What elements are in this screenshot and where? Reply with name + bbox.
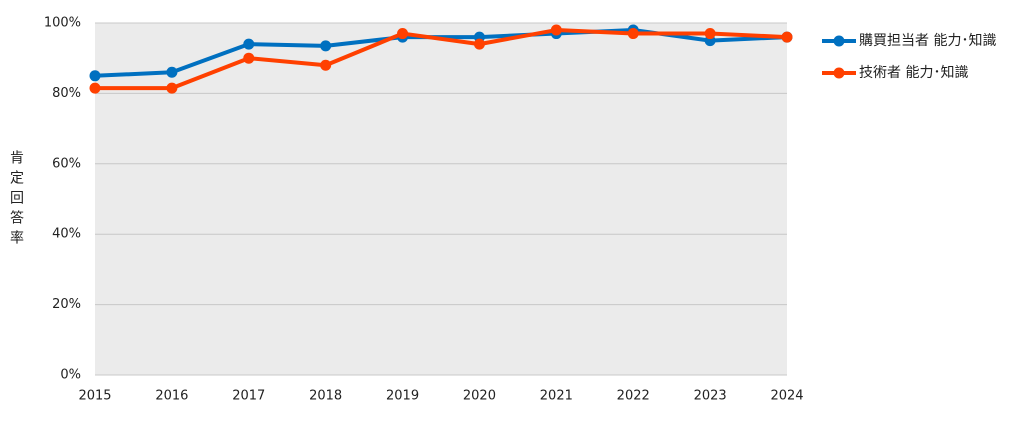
series-marker — [89, 82, 101, 94]
x-tick-label: 2019 — [386, 389, 419, 404]
series-marker — [89, 70, 101, 82]
x-tick-label: 2017 — [232, 389, 265, 404]
x-tick-label: 2023 — [694, 389, 727, 404]
series-marker — [704, 28, 716, 40]
plot-area — [95, 23, 787, 375]
series-marker — [627, 28, 639, 40]
y-tick-label: 60% — [52, 156, 81, 171]
series-marker — [320, 40, 332, 52]
legend-label: 技術者 能力･知識 — [859, 64, 968, 81]
legend-marker — [833, 67, 845, 79]
legend-marker — [833, 35, 845, 47]
series-marker — [397, 28, 409, 40]
series-marker — [166, 82, 178, 94]
series-marker — [320, 59, 332, 71]
series-marker — [473, 38, 485, 50]
y-tick-label: 20% — [52, 297, 81, 312]
y-tick-label: 100% — [44, 16, 81, 31]
y-tick-label: 0% — [60, 368, 81, 383]
x-tick-label: 2024 — [770, 389, 803, 404]
y-tick-label: 40% — [52, 227, 81, 242]
series-marker — [550, 24, 562, 36]
x-tick-label: 2016 — [155, 389, 188, 404]
x-tick-label: 2022 — [617, 389, 650, 404]
y-axis-label: 肯定回答率 — [8, 150, 24, 250]
series-marker — [781, 31, 793, 43]
series-marker — [166, 66, 178, 78]
series-marker — [243, 38, 255, 50]
legend-label: 購買担当者 能力･知識 — [859, 32, 996, 49]
x-tick-label: 2018 — [309, 389, 342, 404]
series-line — [95, 28, 788, 91]
x-tick-label: 2021 — [540, 389, 573, 404]
x-tick-label: 2015 — [78, 389, 111, 404]
x-tick-label: 2020 — [463, 389, 496, 404]
series-marker — [243, 52, 255, 64]
y-tick-label: 80% — [52, 86, 81, 101]
